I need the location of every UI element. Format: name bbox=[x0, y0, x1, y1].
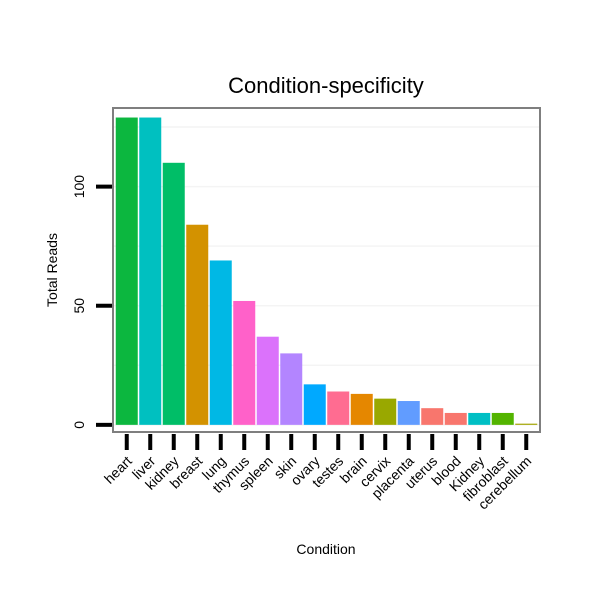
bars bbox=[115, 117, 538, 425]
bar-kidney bbox=[468, 412, 491, 425]
bar-spleen bbox=[256, 336, 279, 425]
bar-skin bbox=[280, 353, 303, 425]
bar-liver bbox=[139, 117, 162, 425]
y-axis-title: Total Reads bbox=[44, 233, 60, 307]
y-tick-label: 100 bbox=[71, 175, 87, 199]
bar-cervix bbox=[374, 398, 397, 425]
bar-cerebellum bbox=[515, 423, 538, 425]
bar-brain bbox=[350, 393, 373, 425]
bar-fibroblast bbox=[491, 412, 514, 425]
plot-panel bbox=[112, 107, 541, 433]
bar-testes bbox=[327, 391, 350, 425]
bar-breast bbox=[186, 224, 209, 425]
y-tick-label: 0 bbox=[71, 421, 87, 429]
bar-placenta bbox=[397, 401, 420, 425]
bar-uterus bbox=[421, 408, 444, 425]
bar-heart bbox=[115, 117, 138, 425]
y-axis: 0 50 100 bbox=[71, 175, 112, 429]
bar-thymus bbox=[233, 300, 256, 425]
x-axis-title: Condition bbox=[296, 541, 355, 557]
bar-kidney bbox=[162, 162, 185, 425]
bar-blood bbox=[444, 412, 467, 425]
bar-lung bbox=[209, 260, 232, 425]
bar-ovary bbox=[303, 384, 326, 425]
chart-title: Condition-specificity bbox=[228, 73, 424, 98]
y-tick-label: 50 bbox=[71, 298, 87, 314]
x-axis: heartliverkidneybreastlungthymusspleensk… bbox=[101, 434, 534, 513]
